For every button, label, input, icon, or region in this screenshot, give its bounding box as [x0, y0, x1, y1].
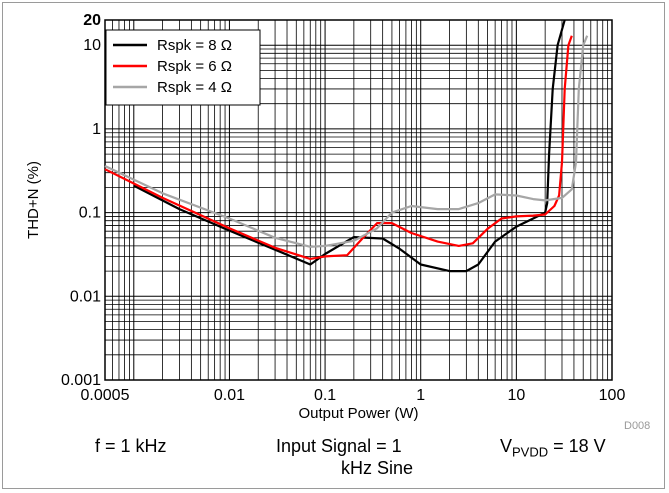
legend-label-3: Rspk = 4 Ω — [157, 79, 232, 96]
y-tick-label: 1 — [92, 121, 101, 138]
x-tick-label: 1 — [416, 387, 425, 404]
plot-border — [104, 19, 613, 381]
caption-vpvdd: VPVDD = 18 V — [500, 436, 606, 460]
y-axis-label: THD+N (%) — [25, 161, 42, 239]
caption-input-signal-line1: Input Signal = 1 — [276, 436, 402, 456]
x-tick-label: 0.1 — [314, 387, 336, 404]
legend: Rspk = 8 Ω Rspk = 6 Ω Rspk = 4 Ω — [105, 29, 261, 106]
x-tick-label: 0.01 — [214, 387, 245, 404]
caption-vpvdd-subscript: PVDD — [512, 444, 549, 460]
series-line-3 — [104, 35, 589, 248]
document-id: D008 — [624, 420, 651, 432]
series-line-2 — [104, 35, 573, 260]
x-tick-label: 0.0005 — [81, 387, 130, 404]
legend-label-1: Rspk = 8 Ω — [157, 37, 232, 54]
x-tick-label: 100 — [599, 387, 626, 404]
caption-input-signal-line2: kHz Sine — [341, 458, 414, 478]
caption-vpvdd-symbol: V — [500, 436, 513, 456]
series-layer — [104, 19, 589, 273]
caption-frequency: f = 1 kHz — [95, 436, 167, 456]
y-tick-label: 0.1 — [79, 205, 101, 222]
y-tick-label: 0.001 — [61, 372, 101, 389]
x-tick-label: 10 — [507, 387, 525, 404]
legend-label-2: Rspk = 6 Ω — [157, 58, 232, 75]
y-tick-label: 20 — [83, 12, 101, 29]
x-axis-label: Output Power (W) — [298, 405, 418, 422]
series-line-1 — [133, 19, 566, 273]
tick-labels: 0.0005 0.01 0.1 1 10 100 0.001 0.01 0.1 1 10 20 — [61, 12, 625, 404]
y-tick-label: 10 — [83, 37, 101, 54]
legend-box — [105, 29, 261, 106]
y-tick-label: 0.01 — [70, 288, 101, 305]
caption-vpvdd-value: = 18 V — [548, 436, 606, 456]
